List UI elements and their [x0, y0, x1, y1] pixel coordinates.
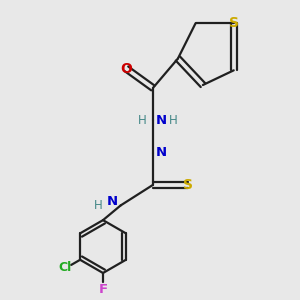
Text: F: F — [98, 283, 108, 296]
Text: H: H — [138, 114, 147, 127]
Text: N: N — [156, 114, 167, 127]
Text: Cl: Cl — [58, 261, 71, 274]
Text: N: N — [156, 146, 167, 159]
Text: S: S — [183, 178, 193, 192]
Text: O: O — [121, 62, 132, 76]
Text: H: H — [169, 114, 178, 127]
Text: N: N — [106, 194, 117, 208]
Text: H: H — [94, 199, 103, 212]
Text: S: S — [229, 16, 239, 30]
